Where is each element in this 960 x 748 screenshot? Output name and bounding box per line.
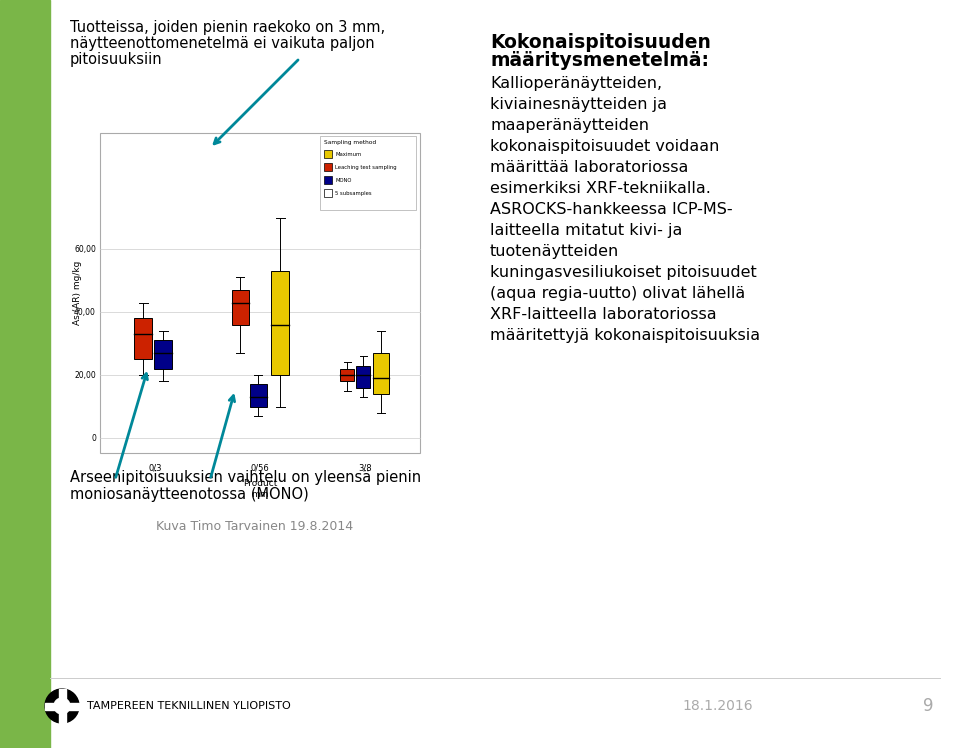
- Text: Tuotteissa, joiden pienin raekoko on 3 mm,: Tuotteissa, joiden pienin raekoko on 3 m…: [70, 20, 385, 35]
- Text: 60,00: 60,00: [74, 245, 96, 254]
- Text: moniosanäytteenotossa (MONO): moniosanäytteenotossa (MONO): [70, 487, 309, 502]
- Bar: [356, 366, 370, 387]
- Bar: [324, 189, 332, 197]
- Text: 0/56: 0/56: [251, 463, 270, 472]
- Text: (aqua regia-uutto) olivat lähellä: (aqua regia-uutto) olivat lähellä: [490, 286, 745, 301]
- Bar: [250, 384, 267, 406]
- Text: näytteenottomenetelmä ei vaikuta paljon: näytteenottomenetelmä ei vaikuta paljon: [70, 36, 374, 51]
- Text: Kuva Timo Tarvainen 19.8.2014: Kuva Timo Tarvainen 19.8.2014: [156, 520, 353, 533]
- Text: ASROCKS-hankkeessa ICP-MS-: ASROCKS-hankkeessa ICP-MS-: [490, 202, 732, 217]
- Bar: [100, 133, 420, 453]
- Text: tuotenäytteiden: tuotenäytteiden: [490, 244, 619, 259]
- Text: As (AR) mg/kg: As (AR) mg/kg: [74, 261, 83, 325]
- Bar: [271, 271, 289, 375]
- Text: määritettyjä kokonaispitoisuuksia: määritettyjä kokonaispitoisuuksia: [490, 328, 760, 343]
- Bar: [134, 319, 152, 359]
- Text: Kallioperänäytteiden,: Kallioperänäytteiden,: [490, 76, 662, 91]
- Text: Kokonaispitoisuuden: Kokonaispitoisuuden: [490, 33, 710, 52]
- Bar: [154, 340, 172, 369]
- Text: kokonaispitoisuudet voidaan: kokonaispitoisuudet voidaan: [490, 139, 719, 154]
- Text: pitoisuuksiin: pitoisuuksiin: [70, 52, 162, 67]
- Bar: [324, 163, 332, 171]
- Text: MONO: MONO: [335, 177, 351, 183]
- Text: kiviainesnäytteiden ja: kiviainesnäytteiden ja: [490, 97, 667, 112]
- Circle shape: [45, 689, 79, 723]
- Bar: [340, 369, 354, 381]
- Text: Sampling method: Sampling method: [324, 140, 376, 145]
- Text: määrittää laboratoriossa: määrittää laboratoriossa: [490, 160, 688, 175]
- Text: Arseenipitoisuuksien vaihtelu on yleensä pienin: Arseenipitoisuuksien vaihtelu on yleensä…: [70, 470, 421, 485]
- Bar: [0, 0, 50, 748]
- Text: maaperänäytteiden: maaperänäytteiden: [490, 118, 649, 133]
- Bar: [373, 353, 389, 394]
- Text: Leaching test sampling: Leaching test sampling: [335, 165, 396, 170]
- Circle shape: [54, 698, 70, 714]
- Text: 9: 9: [923, 697, 933, 715]
- Text: 3/8: 3/8: [358, 463, 372, 472]
- Text: Product
mm: Product mm: [243, 479, 277, 499]
- Text: 0/3: 0/3: [148, 463, 161, 472]
- Text: Maximum: Maximum: [335, 152, 361, 156]
- Text: määritysmenetelmä:: määritysmenetelmä:: [490, 51, 709, 70]
- Bar: [59, 689, 65, 723]
- Text: 5 subsamples: 5 subsamples: [335, 191, 372, 195]
- Text: laitteella mitatut kivi- ja: laitteella mitatut kivi- ja: [490, 223, 683, 238]
- Text: kuningasvesiliukoiset pitoisuudet: kuningasvesiliukoiset pitoisuudet: [490, 265, 756, 280]
- Bar: [324, 176, 332, 184]
- Text: TAMPEREEN TEKNILLINEN YLIOPISTO: TAMPEREEN TEKNILLINEN YLIOPISTO: [87, 701, 291, 711]
- Text: 18.1.2016: 18.1.2016: [683, 699, 754, 713]
- Text: XRF-laitteella laboratoriossa: XRF-laitteella laboratoriossa: [490, 307, 716, 322]
- Bar: [324, 150, 332, 158]
- Bar: [231, 290, 249, 325]
- Bar: [45, 702, 79, 710]
- Text: 0: 0: [91, 434, 96, 443]
- Text: 40,00: 40,00: [74, 307, 96, 316]
- Text: 20,00: 20,00: [74, 370, 96, 379]
- Text: esimerkiksi XRF-tekniikalla.: esimerkiksi XRF-tekniikalla.: [490, 181, 710, 196]
- Bar: [320, 136, 416, 210]
